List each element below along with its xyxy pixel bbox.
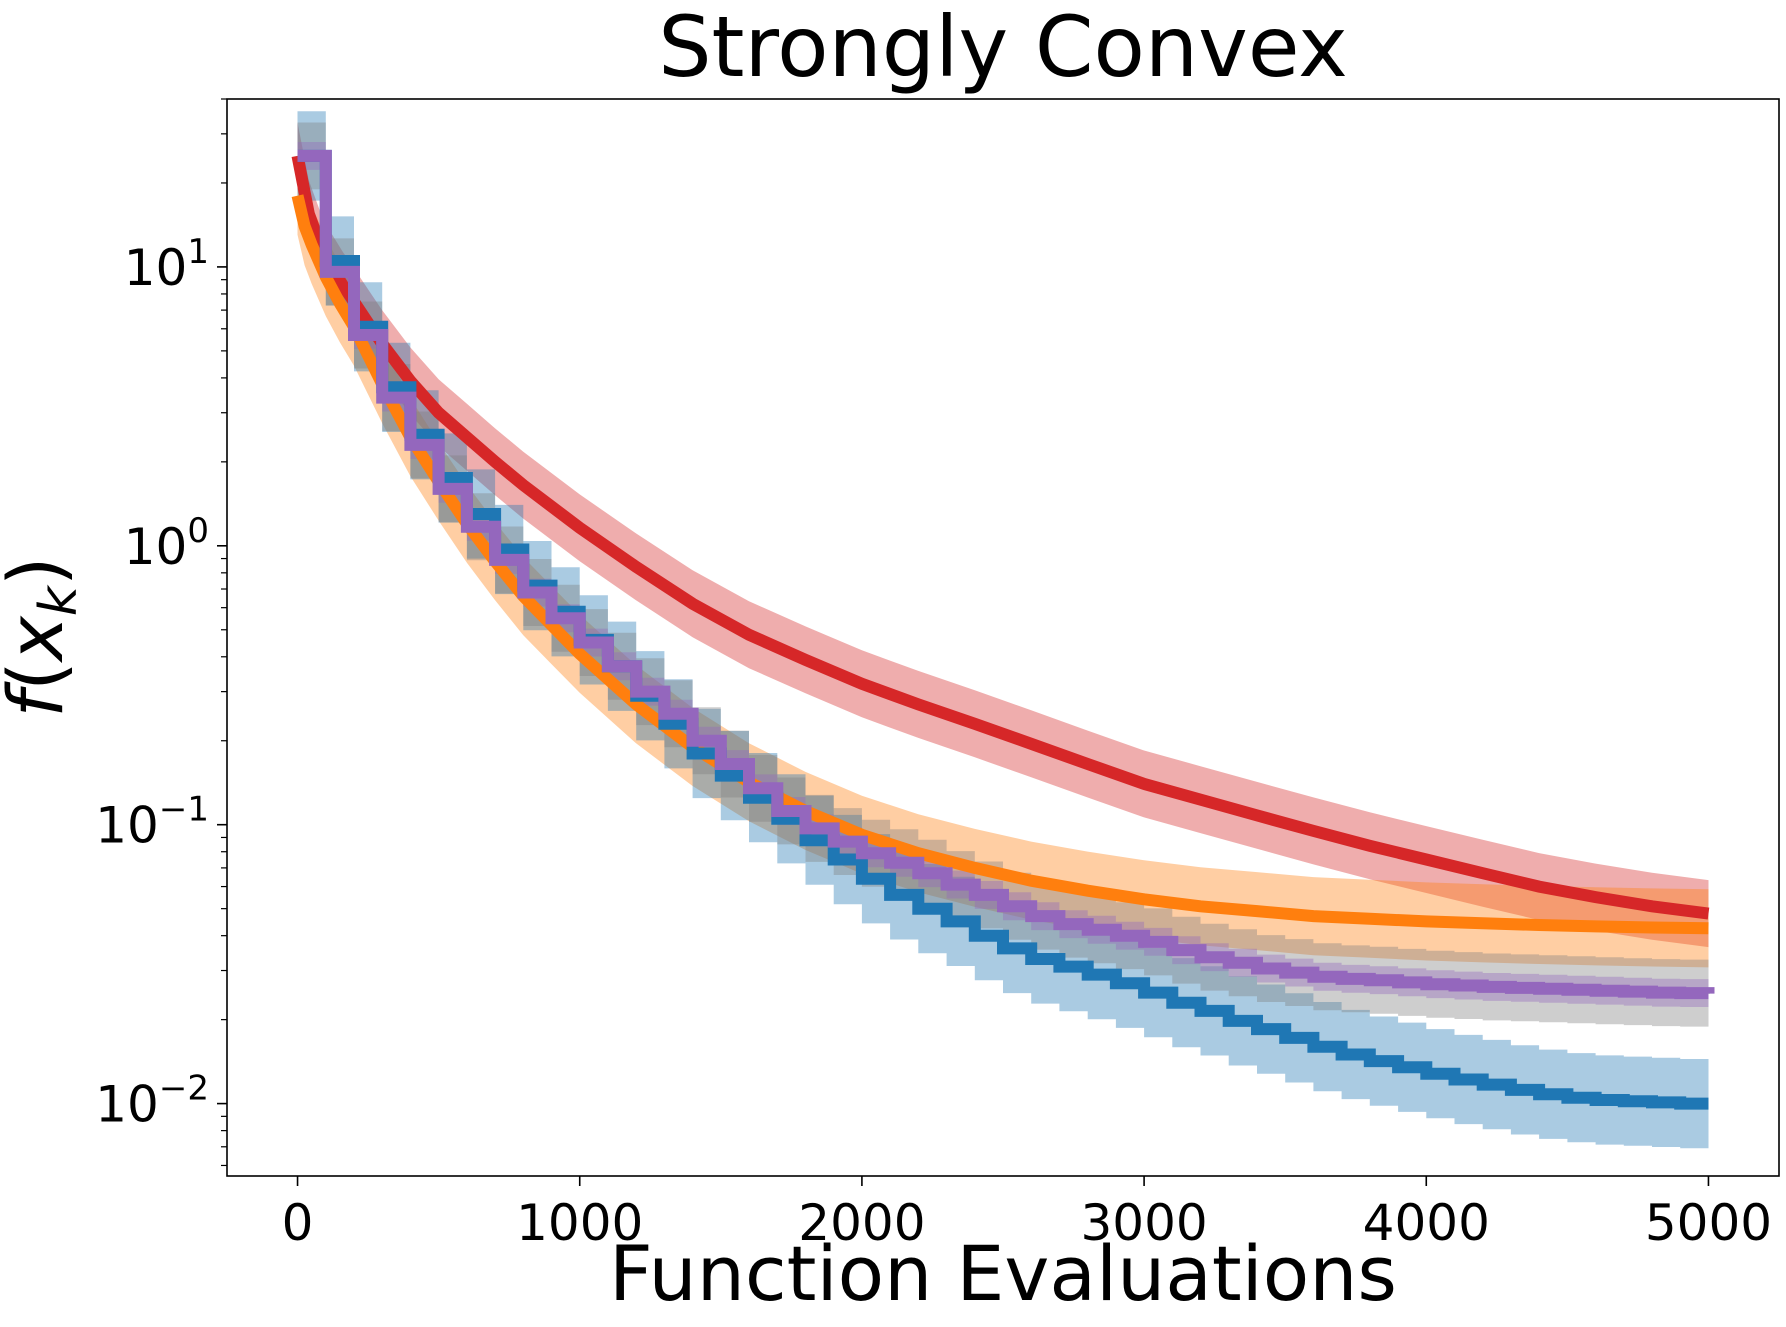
- y-label-subscript: k: [29, 584, 89, 616]
- y-label-open-paren: (: [0, 661, 80, 691]
- series-0-line: [291, 154, 1710, 920]
- x-tick-label: 1000: [516, 1194, 643, 1252]
- y-tick-label: 10−2: [95, 1069, 209, 1134]
- y-tick-exponent: 1: [187, 232, 209, 272]
- y-tick-exponent: 0: [187, 511, 209, 551]
- y-tick-base: 10: [95, 797, 159, 855]
- y-label-close-paren: ): [0, 556, 80, 586]
- y-tick-base: 10: [124, 518, 188, 576]
- y-tick-base: 10: [124, 239, 188, 297]
- y-label-variable: x: [0, 615, 80, 663]
- y-tick-label: 10−1: [95, 790, 209, 855]
- y-tick-exponent: −2: [159, 1069, 209, 1109]
- x-tick-label: 5000: [1645, 1194, 1772, 1252]
- series-2-line: [297, 149, 1709, 1110]
- x-axis-label: Function Evaluations: [609, 1229, 1397, 1318]
- x-tick-label: 0: [282, 1194, 314, 1252]
- y-tick-exponent: −1: [159, 790, 209, 830]
- x-tick-label: 3000: [1080, 1194, 1207, 1252]
- y-tick-label: 100: [124, 511, 209, 576]
- chart-title: Strongly Convex: [658, 0, 1348, 96]
- y-tick-label: 101: [124, 232, 209, 297]
- plot-area-frame: [226, 98, 1780, 1177]
- x-tick-label: 4000: [1363, 1194, 1490, 1252]
- series-4-line: [297, 149, 1715, 1000]
- y-axis-label: f(xk): [0, 556, 89, 717]
- x-tick-label: 2000: [798, 1194, 925, 1252]
- series-lines: [291, 149, 1715, 1110]
- y-tick-base: 10: [95, 1076, 159, 1134]
- x-axis-ticks: 0 1000 2000 3000 4000 5000: [282, 1176, 1772, 1252]
